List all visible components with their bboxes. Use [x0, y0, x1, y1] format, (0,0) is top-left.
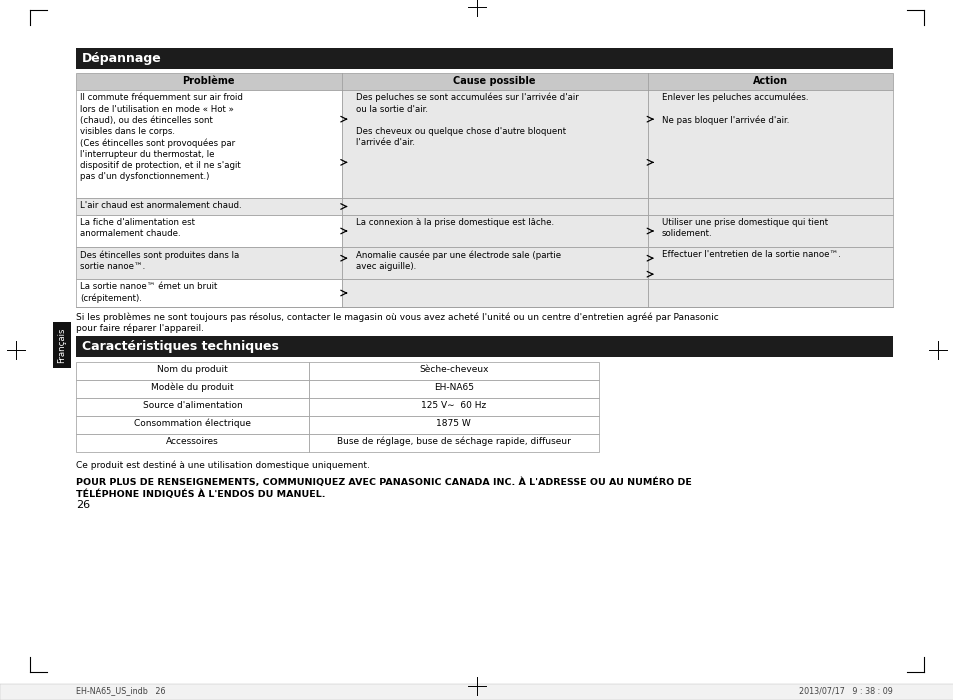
Text: Enlever les peluches accumulées.

Ne pas bloquer l'arrivée d'air.: Enlever les peluches accumulées. Ne pas … — [661, 93, 807, 125]
Bar — [341, 198, 647, 215]
Text: Modèle du produit: Modèle du produit — [151, 383, 233, 393]
Bar — [0, 684, 953, 700]
Text: Accessoires: Accessoires — [166, 437, 218, 446]
Bar — [76, 398, 309, 416]
Bar — [76, 416, 309, 434]
Text: 26: 26 — [76, 500, 90, 510]
Text: Ce produit est destiné à une utilisation domestique uniquement.: Ce produit est destiné à une utilisation… — [76, 460, 370, 470]
Bar — [76, 247, 341, 279]
Text: Problème: Problème — [182, 76, 234, 86]
Text: La sortie nanoe™ émet un bruit
(crépitement).: La sortie nanoe™ émet un bruit (crépitem… — [80, 282, 217, 302]
Bar — [309, 434, 598, 452]
Text: La connexion à la prise domestique est lâche.: La connexion à la prise domestique est l… — [355, 218, 553, 227]
Text: EH-NA65_US_indb   26: EH-NA65_US_indb 26 — [76, 686, 165, 695]
Text: Si les problèmes ne sont toujours pas résolus, contacter le magasin où vous avez: Si les problèmes ne sont toujours pas ré… — [76, 312, 718, 333]
Text: 125 V∼  60 Hz: 125 V∼ 60 Hz — [421, 401, 486, 410]
Bar — [76, 362, 309, 380]
Bar — [76, 198, 341, 215]
Text: Buse de réglage, buse de séchage rapide, diffuseur: Buse de réglage, buse de séchage rapide,… — [336, 437, 570, 447]
Text: Sèche-cheveux: Sèche-cheveux — [418, 365, 488, 374]
Bar — [309, 380, 598, 398]
Text: Dépannage: Dépannage — [82, 52, 162, 65]
Text: L'air chaud est anormalement chaud.: L'air chaud est anormalement chaud. — [80, 201, 241, 210]
Text: Effectuer l'entretien de la sortie nanoe™.: Effectuer l'entretien de la sortie nanoe… — [661, 250, 840, 259]
Text: 1875 W: 1875 W — [436, 419, 471, 428]
Text: Utiliser une prise domestique qui tient
solidement.: Utiliser une prise domestique qui tient … — [661, 218, 827, 238]
Bar — [647, 215, 892, 247]
Text: EH-NA65: EH-NA65 — [434, 383, 474, 392]
Text: POUR PLUS DE RENSEIGNEMENTS, COMMUNIQUEZ AVEC PANASONIC CANADA INC. À L'ADRESSE : POUR PLUS DE RENSEIGNEMENTS, COMMUNIQUEZ… — [76, 478, 691, 499]
Bar — [76, 434, 309, 452]
Text: Consommation électrique: Consommation électrique — [133, 419, 251, 428]
Bar — [76, 380, 309, 398]
Bar — [76, 215, 341, 247]
Bar — [647, 247, 892, 279]
Text: Des étincelles sont produites dans la
sortie nanoe™.: Des étincelles sont produites dans la so… — [80, 250, 239, 271]
Bar — [76, 48, 892, 69]
Text: 2013/07/17   9 : 38 : 09: 2013/07/17 9 : 38 : 09 — [799, 686, 892, 695]
Bar — [76, 73, 892, 90]
Text: Nom du produit: Nom du produit — [157, 365, 228, 374]
Bar — [309, 416, 598, 434]
Bar — [341, 247, 647, 279]
Bar — [647, 90, 892, 198]
Text: Caractéristiques techniques: Caractéristiques techniques — [82, 340, 278, 353]
Text: Anomalie causée par une électrode sale (partie
avec aiguille).: Anomalie causée par une électrode sale (… — [355, 250, 560, 271]
Bar — [341, 90, 647, 198]
Text: Action: Action — [752, 76, 787, 86]
Text: Français: Français — [57, 328, 67, 363]
Bar — [341, 279, 647, 307]
Text: Source d'alimentation: Source d'alimentation — [142, 401, 242, 410]
Bar — [647, 279, 892, 307]
Text: Des peluches se sont accumulées sur l'arrivée d'air
ou la sortie d'air.

Des che: Des peluches se sont accumulées sur l'ar… — [355, 93, 578, 147]
Bar — [647, 198, 892, 215]
Text: Cause possible: Cause possible — [453, 76, 536, 86]
Bar — [76, 90, 341, 198]
Bar — [76, 279, 341, 307]
Bar — [309, 362, 598, 380]
Bar — [76, 336, 892, 357]
Bar — [309, 398, 598, 416]
Bar — [341, 215, 647, 247]
Text: Il commute fréquemment sur air froid
lors de l'utilisation en mode « Hot »
(chau: Il commute fréquemment sur air froid lor… — [80, 93, 243, 181]
Text: La fiche d'alimentation est
anormalement chaude.: La fiche d'alimentation est anormalement… — [80, 218, 194, 238]
